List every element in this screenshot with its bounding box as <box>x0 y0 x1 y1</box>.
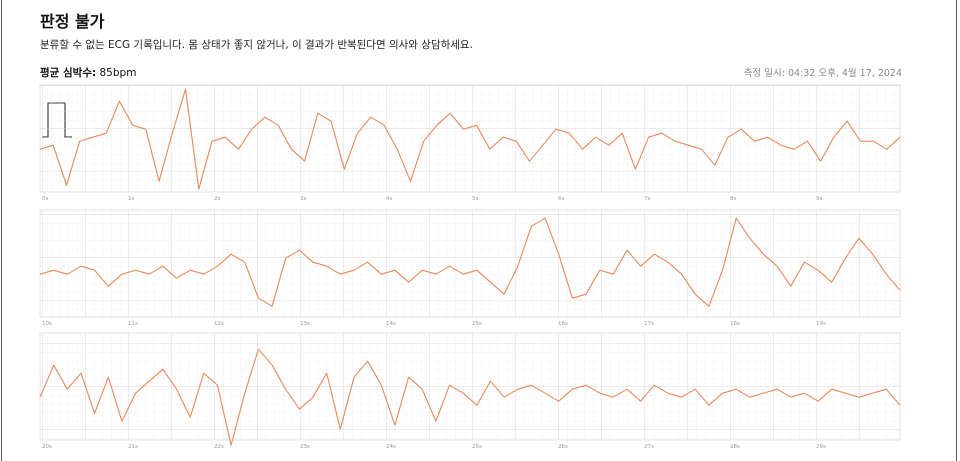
time-label: 1s <box>128 196 134 202</box>
heart-rate: 평균 심박수: 85bpm <box>40 65 136 80</box>
title: 판정 불가 <box>40 12 105 31</box>
ecg-trace <box>39 217 901 307</box>
time-label: 29s <box>816 444 826 450</box>
time-label: 12s <box>214 321 224 327</box>
time-label: 6s <box>558 196 564 202</box>
ecg-trace <box>39 348 901 446</box>
ecg-grid <box>39 84 901 193</box>
time-label: 26s <box>558 444 568 450</box>
time-label: 2s <box>214 196 220 202</box>
time-label: 17s <box>644 321 654 327</box>
time-label: 11s <box>128 321 138 327</box>
time-label: 13s <box>300 321 310 327</box>
time-label: 8s <box>730 196 736 202</box>
time-label: 7s <box>644 196 650 202</box>
subtitle: 분류할 수 없는 ECG 기록입니다. 몸 상태가 좋지 않거나, 이 결과가 … <box>40 39 473 51</box>
ecg-grid <box>39 332 901 441</box>
time-label: 27s <box>644 444 654 450</box>
time-label: 28s <box>730 444 740 450</box>
time-label: 15s <box>472 321 482 327</box>
time-label: 3s <box>300 196 306 202</box>
time-label: 23s <box>300 444 310 450</box>
time-label: 20s <box>42 444 52 450</box>
heart-rate-label: 평균 심박수: <box>40 67 97 79</box>
time-label: 21s <box>128 444 138 450</box>
time-label: 10s <box>42 321 52 327</box>
time-label: 5s <box>472 196 478 202</box>
time-label: 19s <box>816 321 826 327</box>
time-label: 4s <box>386 196 392 202</box>
recorded-time: 측정 일시: 04:32 오후, 4월 17, 2024 <box>743 68 902 79</box>
time-label: 16s <box>558 321 568 327</box>
time-label: 25s <box>472 444 482 450</box>
time-label: 18s <box>730 321 740 327</box>
time-label: 9s <box>816 196 822 202</box>
time-label: 22s <box>214 444 224 450</box>
ecg-trace <box>39 88 901 190</box>
heart-rate-value: 85bpm <box>99 67 137 79</box>
time-label: 14s <box>386 321 396 327</box>
ecg-grid <box>39 209 901 318</box>
time-label: 24s <box>386 444 396 450</box>
time-label: 0s <box>42 196 48 202</box>
